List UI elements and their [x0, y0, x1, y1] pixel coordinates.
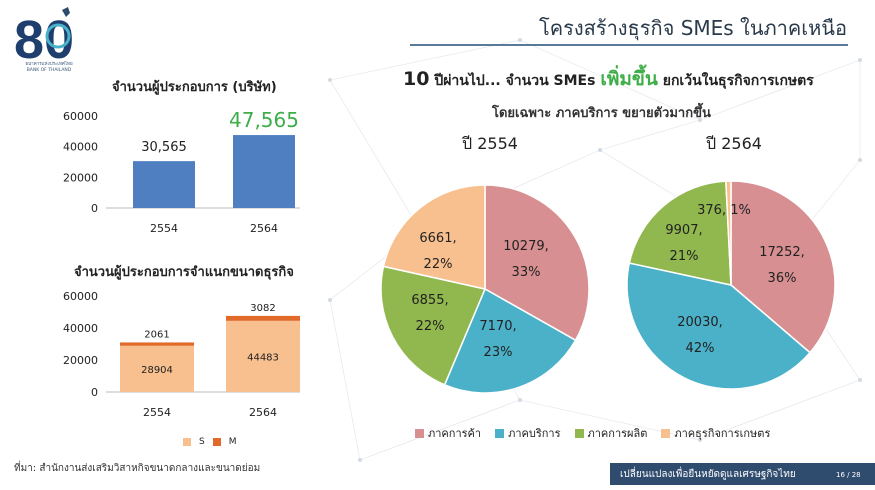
stacked-chart-title: จำนวนผู้ประกอบการจำแนกขนาดธุรกิจ	[74, 265, 294, 280]
title-underline	[410, 44, 848, 46]
page-title: โครงสร้างธุรกิจ SMEs ในภาคเหนือ	[538, 16, 847, 40]
pie-chart-2554: 10279, 33% 7170, 23% 6855, 22% 6661, 22%	[380, 184, 590, 394]
pie-slice	[484, 184, 590, 342]
bank-logo: 80	[14, 7, 74, 70]
subheadline: โดยเฉพาะ ภาคบริการ ขยายตัวมากขึ้น	[492, 106, 711, 121]
x-tick-label: 2564	[249, 406, 277, 419]
bar	[233, 135, 295, 208]
headline-number: 10	[403, 68, 430, 90]
pie-slice	[380, 265, 487, 386]
stack-label-s: 44483	[247, 352, 279, 363]
logo-caption: ธนาคารแห่งประเทศไทย BANK OF THAILAND	[25, 62, 73, 73]
pie-slice-percent: 42%	[686, 341, 715, 356]
logo-number: 80	[14, 10, 74, 70]
bar-data-label: 47,565	[229, 108, 299, 132]
headline: 10 ปีผ่านไป... จำนวน SMEs เพิ่มขึ้น ยกเว…	[403, 64, 814, 94]
y-tick-label: 0	[91, 386, 98, 399]
stack-segment-s	[120, 345, 194, 392]
source-note: ที่มา: สำนักงานส่งเสริมวิสาหกิจขนาดกลางแ…	[14, 463, 261, 474]
page-number: 16 / 28	[836, 471, 861, 479]
pie-slice-value: 9907,	[665, 223, 702, 238]
pie-slice-value: 6661,	[419, 231, 456, 246]
legend-trade: ภาคการค้า	[415, 424, 481, 442]
pie-slice-label: 376, 1%	[697, 203, 751, 218]
stacked-legend: S M	[183, 437, 236, 447]
x-tick-label: 2554	[150, 222, 178, 235]
y-tick-label: 60000	[63, 290, 98, 303]
headline-part2: ยกเว้นในธุรกิจการเกษตร	[657, 73, 814, 89]
stack-segment-m	[120, 342, 194, 346]
y-tick-label: 20000	[63, 354, 98, 367]
stack-segment-m	[226, 315, 300, 321]
stack-label-m: 3082	[250, 303, 275, 314]
pie-slice-percent: 21%	[670, 249, 699, 264]
stacked-bar-chart: 0 20000 40000 60000 28904 2061 2554 44483 3082 25…	[63, 290, 300, 419]
y-tick-label: 0	[91, 202, 98, 215]
legend-agriculture: ภาคธุรกิจการเกษตร	[661, 424, 770, 442]
pie-slice	[443, 287, 577, 394]
legend-s-swatch	[183, 438, 191, 446]
headline-part1: ปีผ่านไป... จำนวน SMEs	[429, 73, 601, 89]
y-tick-label: 40000	[63, 322, 98, 335]
pie-slice	[382, 184, 486, 290]
footer-bar	[610, 463, 875, 485]
pie-slice	[725, 180, 732, 286]
pie-slice-value: 20030,	[677, 315, 723, 330]
pie-slice-value: 17252,	[759, 245, 805, 260]
stack-segment-s	[226, 320, 300, 392]
pie-slice-percent: 36%	[768, 271, 797, 286]
pie-slice-value: 7170,	[479, 319, 516, 334]
pie-slice	[628, 180, 732, 286]
bar	[133, 161, 195, 208]
pie-chart-2564: 17252, 36% 20030, 42% 9907, 21% 376, 1%	[626, 180, 836, 390]
pie-slice-percent: 23%	[484, 345, 513, 360]
footer-slogan: เปลี่ยนแปลงเพื่อยืนหยัดดูแลเศรษฐกิจไทย	[620, 469, 796, 480]
bar-data-label: 30,565	[141, 140, 187, 155]
legend-s-label: S	[199, 437, 205, 447]
pie-slice-value: 10279,	[503, 239, 549, 254]
pie-slice-value: 6855,	[411, 293, 448, 308]
pie-2554-title: ปี 2554	[462, 134, 518, 153]
pie-slice	[730, 180, 836, 354]
y-tick-label: 40000	[63, 141, 98, 154]
pie-legend: ภาคการค้า ภาคบริการ ภาคการผลิต ภาคธุรกิจ…	[415, 424, 770, 442]
y-tick-label: 20000	[63, 171, 98, 184]
pie-slice-percent: 33%	[512, 265, 541, 280]
legend-production: ภาคการผลิต	[574, 424, 647, 442]
pie-slice	[626, 262, 812, 390]
x-tick-label: 2564	[250, 222, 278, 235]
stack-label-m: 2061	[144, 329, 169, 340]
y-tick-label: 60000	[63, 110, 98, 123]
legend-m-swatch	[212, 438, 221, 446]
pie-2564-title: ปี 2564	[706, 134, 762, 153]
bar-chart: 0 20000 40000 60000 30,565 2554 47,565 2564	[63, 108, 300, 235]
legend-m-label: M	[228, 437, 237, 447]
headline-highlight: เพิ่มขึ้น	[600, 68, 658, 90]
pie-slice-percent: 22%	[424, 257, 453, 272]
stack-label-s: 28904	[141, 365, 173, 376]
legend-service: ภาคบริการ	[495, 424, 561, 442]
bar-chart-title: จำนวนผู้ประกอบการ (บริษัท)	[112, 80, 277, 95]
x-tick-label: 2554	[143, 406, 171, 419]
pie-slice-percent: 22%	[416, 319, 445, 334]
